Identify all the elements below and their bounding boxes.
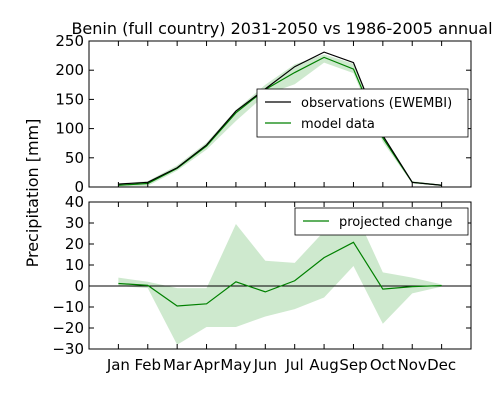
top-series-observations-ewembi xyxy=(118,51,442,186)
x-tick-label-dec: Dec xyxy=(427,356,456,374)
x-tick-label-mar: Mar xyxy=(163,356,192,374)
top-y-tick-label: 100 xyxy=(55,120,84,138)
x-tick-label-jun: Jun xyxy=(253,356,277,374)
top-axes-frame xyxy=(88,40,472,188)
x-tick-label-oct: Oct xyxy=(370,356,396,374)
top-panel-observations-vs-model: 0 50 100 150 200 250 observations (EWEMBI) mode… xyxy=(55,32,472,196)
x-tick-label-apr: Apr xyxy=(194,356,221,374)
top-y-tick-label: 200 xyxy=(55,61,84,79)
y-axis-label: Precipitation [mm] xyxy=(23,119,42,268)
top-y-tick-label: 250 xyxy=(55,32,84,50)
top-legend-label-observations-ewembi: observations (EWEMBI) xyxy=(301,96,452,111)
bottom-y-tick-label: −20 xyxy=(52,319,84,337)
x-tick-label-feb: Feb xyxy=(134,356,161,374)
chart-title: Benin (full country) 2031-2050 vs 1986-2… xyxy=(71,19,492,38)
bottom-series-projected-change xyxy=(118,241,442,307)
top-legend: observations (EWEMBI) model data xyxy=(256,88,469,138)
bottom-y-tick-label: −30 xyxy=(52,340,84,358)
x-tick-label-jan: Jan xyxy=(106,356,130,374)
bottom-y-tick-label: 30 xyxy=(65,214,84,232)
bottom-band-projected-change xyxy=(118,208,442,345)
x-tick-label-aug: Aug xyxy=(309,356,338,374)
top-legend-label-model-data: model data xyxy=(301,117,375,132)
bottom-legend-label-projected-change: projected change xyxy=(339,215,452,230)
top-legend-box xyxy=(256,88,469,138)
bottom-y-tick-label: −10 xyxy=(52,298,84,316)
bottom-legend: projected change xyxy=(294,207,469,236)
x-tick-label-jul: Jul xyxy=(285,356,304,374)
top-y-tick-label: 0 xyxy=(74,178,84,196)
bottom-y-tick-label: 40 xyxy=(65,193,84,211)
x-tick-label-nov: Nov xyxy=(398,356,427,374)
x-tick-label-sep: Sep xyxy=(339,356,367,374)
bottom-y-tick-label: 0 xyxy=(74,277,84,295)
x-tick-label-may: May xyxy=(220,356,251,374)
top-series-model-data xyxy=(118,56,442,186)
bottom-panel-projected-change: −30 −20 −10 0 10 20 30 40 Jan Feb Mar Apr May Jun Jul A… xyxy=(52,193,472,374)
top-y-tick-label: 50 xyxy=(65,149,84,167)
bottom-y-tick-label: 20 xyxy=(65,235,84,253)
bottom-y-tick-label: 10 xyxy=(65,256,84,274)
top-y-tick-label: 150 xyxy=(55,90,84,108)
bottom-axes-frame xyxy=(88,201,472,350)
